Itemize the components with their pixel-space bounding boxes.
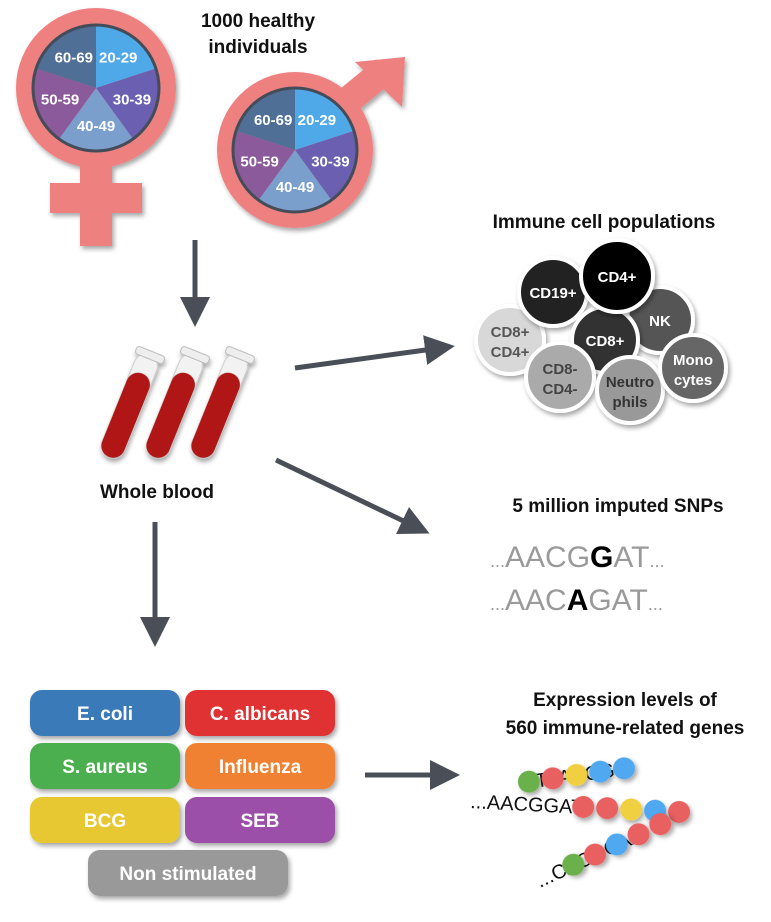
cell-neutro-phils: Neutro phils: [595, 355, 665, 425]
cell-label: CD4-: [542, 381, 577, 398]
male-slice-60-69: [236, 88, 295, 150]
stimulus-label: Influenza: [219, 757, 302, 778]
stimulus-label: E. coli: [77, 704, 133, 725]
test-tube: [145, 346, 211, 459]
stimulus-bcg: BCG: [30, 797, 180, 843]
age-label: 60-69: [254, 112, 292, 129]
expression-dot: [541, 767, 564, 790]
cells-title: Immune cell populations: [493, 212, 716, 233]
expression-dot: [605, 833, 628, 856]
expression-dot: [589, 760, 612, 783]
expression-dot: [668, 800, 691, 823]
population-title-2: individuals: [208, 37, 307, 58]
expression-dot: [562, 853, 585, 876]
cell-cd8-cd4-: CD8- CD4-: [524, 341, 596, 413]
stimulus-label: Non stimulated: [119, 864, 256, 885]
cell-label: CD8+: [586, 333, 625, 350]
test-tube: [100, 346, 166, 459]
female-slice-20-29: [96, 25, 156, 88]
cell-mono-cytes: Mono cytes: [658, 333, 728, 403]
stimulus-influenza: Influenza: [185, 743, 335, 789]
gene-sequence: ...CACGCAA: [533, 813, 672, 893]
stimulus-label: S. aureus: [62, 757, 148, 778]
cell-label: Neutro: [606, 374, 654, 391]
age-label: 30-39: [311, 153, 349, 170]
age-label: 40-49: [77, 118, 115, 135]
expression-dot: [584, 843, 607, 866]
expression-title-1: Expression levels of: [533, 690, 717, 711]
snp-sequence-2: ...AACAGAT...: [490, 584, 663, 617]
female-age-pie: 20-29 30-39 40-49 50-59 60-69: [31, 23, 161, 153]
expression-dot: [596, 797, 619, 820]
flow-arrows: [140, 240, 460, 790]
cell-label: NK: [649, 313, 671, 330]
stimulus-non-stimulated: Non stimulated: [88, 850, 288, 896]
stimuli-grid: E. coli C. albicans S. aureus Influenza BCG S…: [30, 690, 335, 896]
snp-sequence-1: ...AACGGAT...: [490, 541, 665, 574]
test-tube: [190, 346, 256, 459]
age-label: 40-49: [276, 179, 314, 196]
cell-cd19-: CD19+: [517, 256, 589, 328]
expression-sequences: ...TTAACGG...AACGGAT...CACGCAA: [470, 757, 691, 893]
stimulus-label: SEB: [240, 811, 279, 832]
blood-tubes: [100, 346, 256, 459]
age-label: 30-39: [113, 92, 151, 109]
cell-cd8-cd4-: CD8+ CD4+: [474, 304, 546, 376]
stimulus-c-albicans: C. albicans: [185, 690, 335, 736]
snps-title: 5 million imputed SNPs: [512, 496, 723, 517]
cell-label: cytes: [674, 372, 712, 389]
arrow-to-snps: [274, 457, 430, 535]
expression-dot: [627, 823, 650, 846]
cell-label: CD8-: [542, 361, 577, 378]
expression-dot: [517, 770, 540, 793]
age-label: 20-29: [99, 49, 137, 66]
stimulus-s-aureus: S. aureus: [30, 743, 180, 789]
cell-label: Mono: [673, 352, 713, 369]
population-title-1: 1000 healthy: [201, 11, 315, 32]
cell-label: CD4+: [598, 269, 637, 286]
expression-dot: [572, 795, 595, 818]
female-slice-30-39: [96, 68, 159, 139]
male-slice-30-39: [295, 130, 357, 201]
age-label: 20-29: [298, 112, 336, 129]
male-slice-20-29: [295, 88, 354, 150]
cell-label: CD19+: [529, 285, 576, 302]
expression-dot: [565, 763, 588, 786]
whole-blood-label: Whole blood: [100, 482, 214, 503]
immune-cells: CD8+ CD4+ CD19+ NK CD8+ CD4+ CD8- CD4- Neutro phi…: [474, 238, 728, 425]
arrow-to-cells: [294, 335, 455, 371]
female-slice-60-69: [36, 25, 96, 88]
male-slice-40-49: [258, 150, 332, 212]
age-label: 50-59: [41, 92, 79, 109]
gene-sequence: ...TTAACGG: [517, 757, 635, 795]
female-slice-50-59: [33, 68, 96, 139]
age-label: 60-69: [55, 49, 93, 66]
female-slice-40-49: [58, 88, 134, 151]
expression-dot: [612, 757, 635, 780]
stimulus-label: C. albicans: [210, 704, 310, 725]
cell-label: CD4+: [491, 344, 530, 361]
sequence-text: ...AACGGAT: [470, 791, 584, 819]
expression-title-2: 560 immune-related genes: [506, 718, 745, 739]
stimulus-e-coli: E. coli: [30, 690, 180, 736]
stimulus-seb: SEB: [185, 797, 335, 843]
cell-label: phils: [612, 394, 647, 411]
stimulus-label: BCG: [84, 811, 126, 832]
cell-cd4-: CD4+: [579, 238, 655, 314]
age-label: 50-59: [240, 153, 278, 170]
expression-dot: [620, 798, 643, 821]
male-slice-50-59: [233, 130, 295, 201]
cell-label: CD8+: [491, 324, 530, 341]
male-age-pie: 20-29 30-39 40-49 50-59 60-69: [231, 86, 359, 214]
expression-dot: [649, 813, 672, 836]
